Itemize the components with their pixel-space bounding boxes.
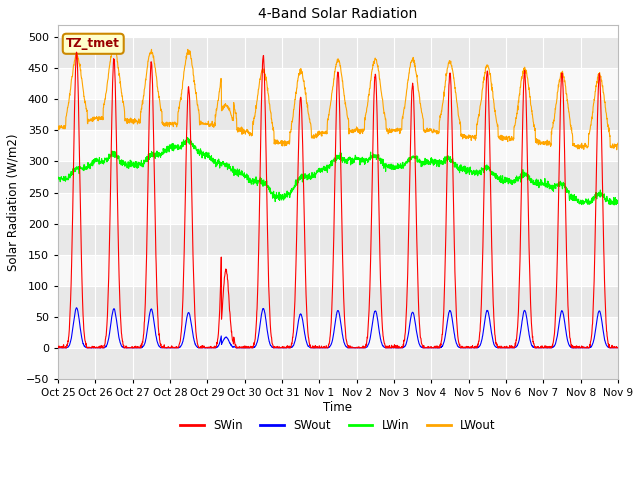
Bar [58, 68, 618, 99]
Bar [58, 317, 618, 348]
Legend: SWin, SWout, LWin, LWout: SWin, SWout, LWin, LWout [175, 414, 500, 437]
Bar [58, 161, 618, 192]
Bar [58, 192, 618, 224]
Bar [58, 37, 618, 68]
Y-axis label: Solar Radiation (W/m2): Solar Radiation (W/m2) [7, 133, 20, 271]
Bar [58, 348, 618, 379]
Text: TZ_tmet: TZ_tmet [67, 37, 120, 50]
Bar [58, 286, 618, 317]
X-axis label: Time: Time [323, 401, 353, 414]
Bar [58, 224, 618, 255]
Title: 4-Band Solar Radiation: 4-Band Solar Radiation [259, 7, 417, 21]
Bar [58, 131, 618, 161]
Bar [58, 255, 618, 286]
Bar [58, 99, 618, 131]
